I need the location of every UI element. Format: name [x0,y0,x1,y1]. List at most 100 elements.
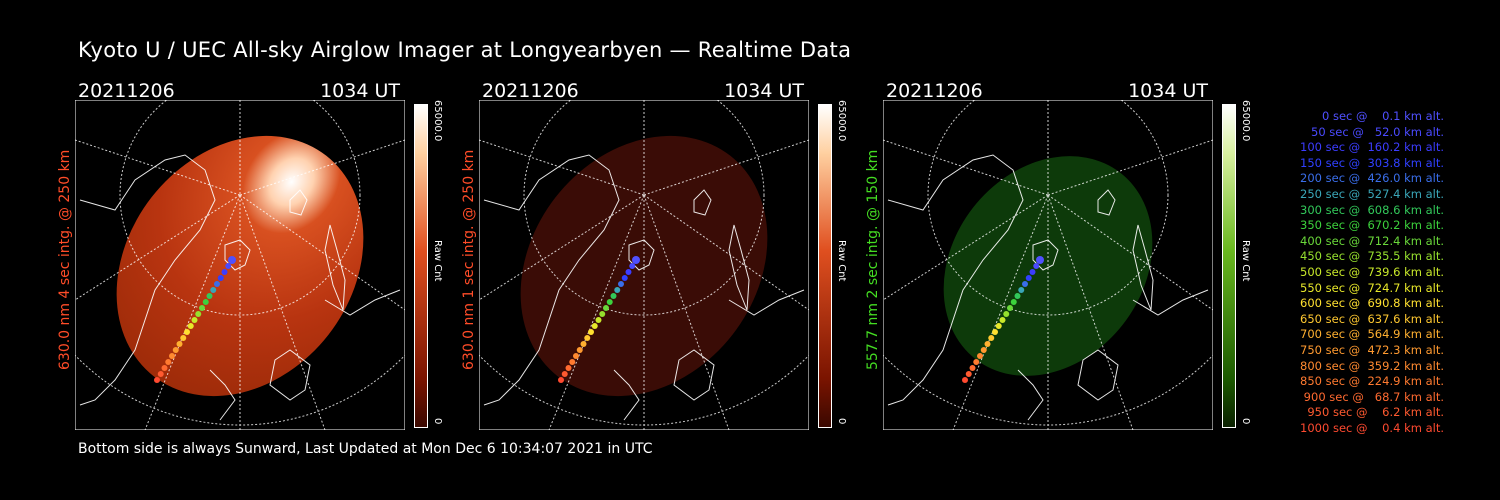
panel-2-airglow [520,135,768,397]
trajectory-point [210,287,217,293]
trajectory-point [962,377,968,383]
trajectory-point [580,341,587,347]
trajectory-point [214,281,220,287]
panel-2-cbar-max: 65000.0 [836,100,847,142]
panel-1-cbar-label: Raw Cnt [432,240,443,282]
legend-entry: 650 sec @ 637.6 km alt. [1296,311,1444,326]
trajectory-point [1036,256,1044,264]
trajectory-point [199,305,205,311]
trajectory-point [965,371,972,377]
trajectory-point [225,263,232,269]
legend-entry: 550 sec @ 724.7 km alt. [1296,280,1444,295]
legend-entry: 100 sec @ 160.2 km alt. [1296,140,1444,155]
trajectory-point [999,317,1006,323]
panel-3-image [883,100,1213,430]
panel-2-image [479,100,809,430]
panel-3-time: 1034 UT [1128,80,1208,102]
legend-entry: 500 sec @ 739.6 km alt. [1296,264,1444,279]
panel-2-trajectory [558,256,640,383]
footer-status: Bottom side is always Sunward, Last Upda… [78,441,653,457]
legend-entry: 700 sec @ 564.9 km alt. [1296,327,1444,342]
trajectory-point [206,293,213,299]
legend-entry: 900 sec @ 68.7 km alt. [1300,389,1444,404]
panel-2-cbar-min: 0 [836,418,847,425]
legend-entry: 50 sec @ 52.0 km alt. [1303,124,1444,139]
panel-1-image [75,100,405,430]
trajectory-point [1033,263,1040,269]
legend-entry: 600 sec @ 690.8 km alt. [1296,296,1444,311]
trajectory-point [187,323,194,329]
trajectory-point [595,317,602,323]
trajectory-point [569,359,576,365]
trajectory-point [180,335,187,341]
panel-1-time: 1034 UT [320,80,400,102]
trajectory-point [1025,275,1032,281]
trajectory-point [618,281,624,287]
legend-entry: 300 sec @ 608.6 km alt. [1296,202,1444,217]
trajectory-point [610,293,617,299]
panel-2-ylabel: 630.0 nm 1 sec intg. @ 250 km [461,149,477,370]
legend-entry: 450 sec @ 735.5 km alt. [1296,249,1444,264]
legend-entry: 800 sec @ 359.2 km alt. [1296,358,1444,373]
panel-3-date: 20211206 [886,80,983,102]
trajectory-point [561,371,568,377]
legend-entry: 0 sec @ 0.1 km alt. [1311,109,1444,123]
trajectory-point [1018,287,1025,293]
legend-entry: 850 sec @ 224.9 km alt. [1296,374,1444,389]
trajectory-point [1010,299,1017,305]
trajectory-point [1014,293,1021,299]
trajectory-point [588,329,594,335]
trajectory-point [977,353,983,359]
trajectory-point [202,299,209,305]
trajectory-point [984,341,991,347]
trajectory-point [614,287,621,293]
page-title: Kyoto U / UEC All-sky Airglow Imager at … [78,38,852,62]
trajectory-point [172,347,179,353]
trajectory-point [629,263,636,269]
trajectory-point [558,377,564,383]
trajectory-point [973,359,980,365]
panel-1-ylabel: 630.0 nm 4 sec intg. @ 250 km [57,149,73,370]
trajectory-point [992,329,998,335]
legend-entry: 950 sec @ 6.2 km alt. [1303,405,1444,420]
trajectory-point [169,353,175,359]
trajectory-point [980,347,987,353]
trajectory-point [161,365,168,371]
trajectory-point [576,347,583,353]
trajectory-point [1007,305,1013,311]
trajectory-point [184,329,190,335]
trajectory-point [606,299,613,305]
panel-2-date: 20211206 [482,80,579,102]
trajectory-point [969,365,976,371]
trajectory-point [584,335,591,341]
trajectory-point [195,311,202,317]
panel-2-cbar-label: Raw Cnt [836,240,847,282]
trajectory-point [191,317,198,323]
panel-3-colorbar [1222,104,1236,428]
panel-1-trajectory [154,256,236,383]
trajectory-point [995,323,1002,329]
panel-1-cbar-min: 0 [432,418,443,425]
legend-entry: 150 sec @ 303.8 km alt. [1296,155,1444,170]
panel-3-cbar-min: 0 [1240,418,1251,425]
panel-2-colorbar [818,104,832,428]
trajectory-point [1022,281,1028,287]
trajectory-point [154,377,160,383]
legend-entry: 250 sec @ 527.4 km alt. [1296,186,1444,201]
trajectory-point [625,269,632,275]
trajectory-point [988,335,995,341]
legend-entry: 350 sec @ 670.2 km alt. [1296,218,1444,233]
panel-3-cbar-label: Raw Cnt [1240,240,1251,282]
trajectory-point [603,305,609,311]
trajectory-point [565,365,572,371]
legend-entry: 200 sec @ 426.0 km alt. [1296,171,1444,186]
trajectory-point [573,353,579,359]
panel-3-airglow [943,156,1153,376]
trajectory-point [599,311,606,317]
trajectory-point [632,256,640,264]
legend-entry: 750 sec @ 472.3 km alt. [1296,342,1444,357]
panel-1-colorbar [414,104,428,428]
trajectory-point [621,275,628,281]
trajectory-point [221,269,228,275]
trajectory-point [157,371,164,377]
